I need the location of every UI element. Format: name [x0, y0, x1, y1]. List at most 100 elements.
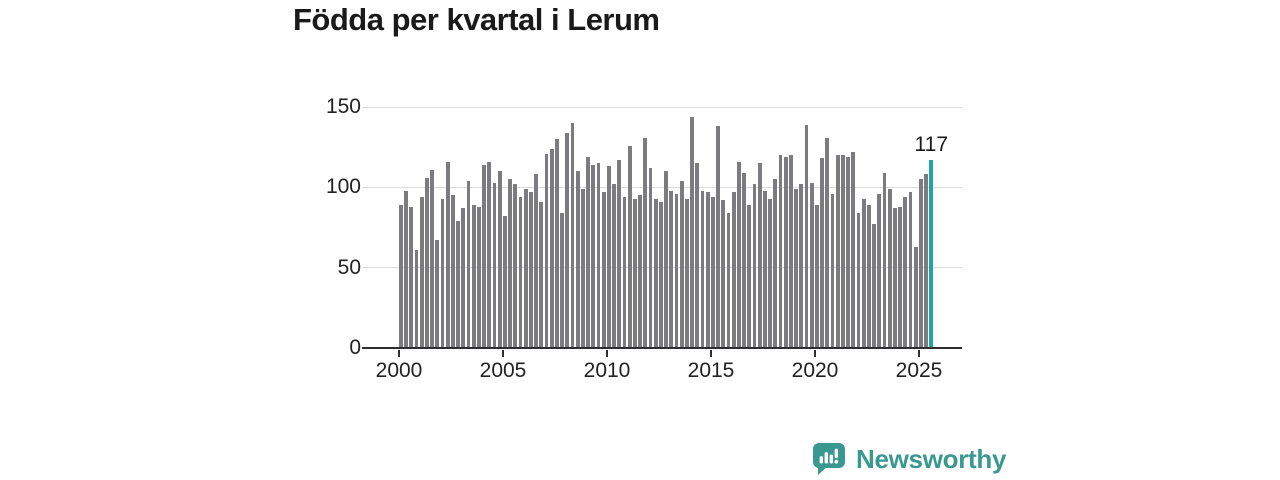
bar — [508, 179, 512, 348]
x-tick-2025 — [918, 350, 920, 357]
bar — [664, 171, 668, 348]
bar — [731, 192, 736, 348]
bar — [648, 168, 653, 348]
bar — [612, 184, 616, 348]
bar — [867, 205, 871, 348]
y-tick-label-150: 150 — [325, 95, 361, 118]
bar — [575, 171, 580, 348]
x-tick-label-2010: 2010 — [583, 359, 631, 382]
bar — [716, 126, 720, 348]
newsworthy-wordmark: Newsworthy — [856, 443, 1007, 474]
x-tick-2020 — [814, 350, 816, 357]
bar — [419, 196, 424, 348]
newsworthy-logo: Newsworthy — [811, 441, 1006, 477]
bar — [726, 213, 731, 348]
bar — [903, 196, 908, 348]
bar — [503, 216, 507, 348]
bar — [570, 123, 575, 348]
bar — [617, 160, 622, 348]
newsworthy-logo-icon — [812, 443, 845, 475]
bar — [399, 205, 403, 348]
bar — [872, 224, 876, 348]
bar — [815, 205, 819, 348]
bar — [492, 182, 497, 348]
bar — [643, 137, 648, 348]
bar — [523, 188, 528, 348]
bar — [487, 161, 492, 348]
x-tick-label-2000: 2000 — [375, 359, 423, 382]
bar — [466, 180, 471, 348]
x-tick-label-2005: 2005 — [479, 359, 527, 382]
y-tick-label-50: 50 — [337, 255, 361, 279]
x-tick-label-2015: 2015 — [687, 359, 735, 382]
bar — [877, 193, 882, 348]
bar — [549, 148, 554, 348]
bar — [919, 179, 923, 348]
bar-highlighted — [929, 160, 934, 348]
bar — [752, 184, 757, 348]
chart-title: Födda per kvartal i Lerum — [293, 2, 660, 37]
bar — [471, 205, 476, 348]
bar — [430, 169, 434, 348]
bar — [835, 155, 840, 348]
bar — [518, 196, 523, 348]
bar — [783, 156, 788, 348]
bar — [596, 163, 601, 348]
bar — [607, 166, 611, 348]
bar — [695, 163, 700, 348]
bar — [768, 198, 772, 348]
bar — [456, 221, 460, 348]
bar — [669, 190, 674, 348]
bar — [685, 198, 689, 348]
bar — [529, 192, 533, 348]
bar — [565, 132, 570, 348]
bar — [794, 188, 798, 348]
bar — [799, 184, 804, 348]
bar — [898, 206, 902, 348]
x-tick-label-2025: 2025 — [895, 359, 943, 382]
bar — [513, 184, 518, 348]
bar — [804, 124, 809, 348]
bar — [924, 174, 928, 348]
bar — [674, 193, 679, 348]
y-tick-label-0: 0 — [349, 336, 361, 359]
bar — [627, 145, 632, 348]
bar — [856, 213, 861, 348]
bar — [461, 208, 466, 348]
bar — [841, 155, 845, 348]
bar — [435, 240, 440, 348]
bar — [742, 172, 746, 348]
bar — [893, 208, 897, 348]
bar — [778, 155, 783, 348]
bar — [690, 116, 694, 348]
bar — [757, 163, 762, 348]
bar — [908, 192, 913, 348]
bar — [861, 198, 866, 348]
x-tick-2005 — [502, 350, 504, 357]
bar — [705, 192, 710, 348]
bar — [581, 188, 585, 348]
bar — [555, 139, 559, 348]
bar — [851, 152, 856, 348]
bar — [445, 161, 450, 348]
bar — [404, 190, 408, 348]
gridline-100 — [362, 186, 962, 188]
bar — [763, 190, 767, 348]
bar — [633, 198, 637, 348]
bar — [887, 188, 892, 348]
y-tick-label-100: 100 — [325, 175, 361, 199]
bar — [820, 158, 824, 348]
bar — [700, 190, 705, 348]
bar — [711, 196, 715, 348]
bar — [773, 179, 778, 348]
bar — [425, 177, 429, 348]
bar — [534, 174, 538, 348]
bar — [591, 164, 596, 348]
bar — [638, 195, 642, 348]
bar — [653, 198, 658, 348]
x-tick-2015 — [710, 350, 712, 357]
bar — [440, 198, 445, 348]
bar — [882, 172, 887, 348]
bar — [544, 153, 549, 348]
